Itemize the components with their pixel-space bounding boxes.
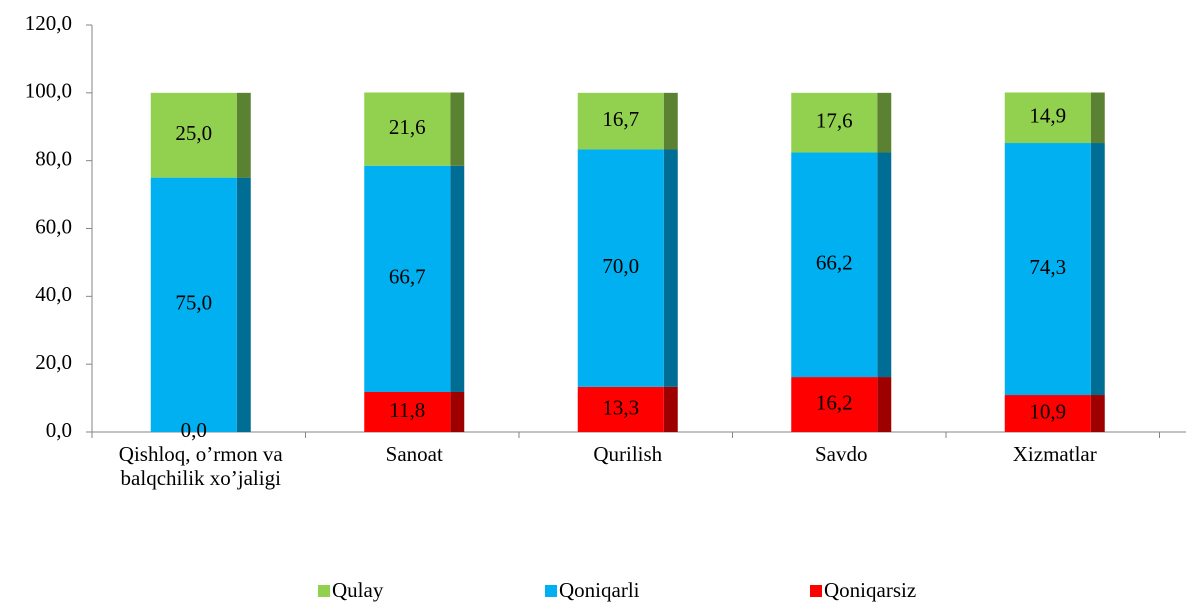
legend-swatch — [810, 585, 822, 597]
bar — [364, 391, 451, 432]
data-label: 21,6 — [389, 115, 426, 139]
data-label: 16,7 — [602, 107, 639, 131]
bar-side — [236, 177, 251, 432]
bar — [791, 92, 878, 153]
bar-side — [1090, 92, 1105, 144]
data-label: 13,3 — [602, 395, 639, 419]
data-label: 16,2 — [816, 390, 853, 414]
bar-side — [236, 92, 251, 178]
bar — [1004, 143, 1091, 396]
legend-swatch — [545, 585, 557, 597]
bar-side — [450, 165, 465, 392]
y-tick-label: 60,0 — [35, 214, 72, 238]
y-tick-label: 80,0 — [35, 146, 72, 170]
bar — [577, 149, 664, 387]
bar — [150, 177, 237, 432]
data-label: 66,7 — [389, 265, 426, 289]
y-tick-label: 40,0 — [35, 282, 72, 306]
x-tick-label: Xizmatlar — [1012, 442, 1097, 466]
bar — [791, 377, 878, 432]
bar-side — [663, 92, 678, 150]
data-label: 10,9 — [1029, 399, 1066, 423]
bar — [577, 386, 664, 432]
x-tick-label: Qurilish — [593, 442, 663, 466]
data-label: 0,0 — [181, 418, 207, 442]
y-tick-label: 20,0 — [35, 350, 72, 374]
bar — [577, 92, 664, 150]
y-tick-label: 120,0 — [25, 11, 72, 35]
data-label: 14,9 — [1029, 104, 1066, 128]
bar-side — [877, 152, 892, 378]
x-tick-label: Savdo — [815, 442, 868, 466]
bar-side — [663, 149, 678, 387]
bar-side — [1090, 143, 1105, 396]
data-label: 74,3 — [1029, 255, 1066, 279]
y-tick-label: 0,0 — [46, 418, 72, 442]
bar-side — [877, 377, 892, 432]
bar — [150, 92, 237, 178]
data-label: 11,8 — [389, 398, 425, 422]
legend-label: Qoniqarsiz — [824, 578, 916, 602]
bar-side — [450, 92, 465, 166]
bar — [1004, 395, 1091, 432]
bar — [1004, 92, 1091, 144]
legend-label: Qulay — [332, 578, 384, 602]
data-label: 75,0 — [175, 291, 212, 315]
y-tick-label: 100,0 — [25, 79, 72, 103]
bar-side — [450, 391, 465, 432]
bar-side — [663, 386, 678, 432]
bar — [364, 165, 451, 392]
x-tick-label: Sanoat — [385, 442, 443, 466]
data-label: 70,0 — [602, 254, 639, 278]
bar-side — [1090, 395, 1105, 432]
bar — [791, 152, 878, 378]
legend-swatch — [318, 585, 330, 597]
bar — [364, 92, 451, 166]
bar-side — [877, 92, 892, 153]
data-label: 25,0 — [175, 121, 212, 145]
data-label: 17,6 — [816, 108, 853, 132]
x-tick-label: Qishloq, o’rmon va balqchilik xo’jaligi — [118, 442, 283, 490]
legend-label: Qoniqarli — [559, 578, 640, 602]
data-label: 66,2 — [816, 251, 853, 275]
